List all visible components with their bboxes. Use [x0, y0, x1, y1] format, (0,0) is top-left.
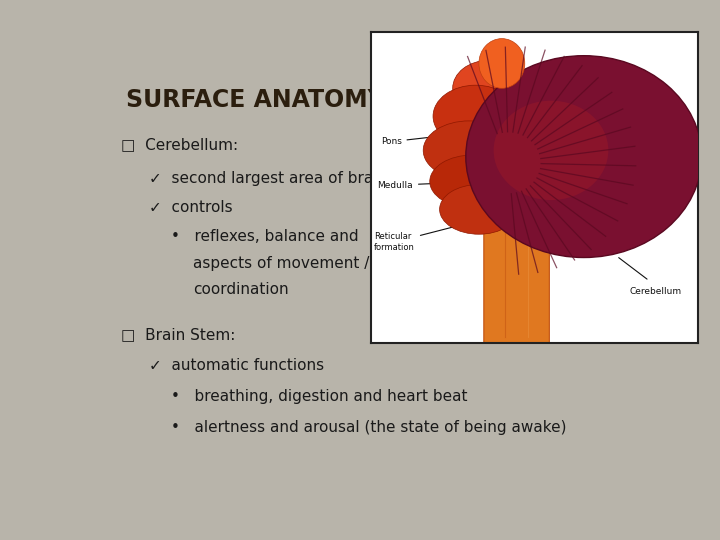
Text: Cerebellum: Cerebellum — [630, 287, 682, 296]
Ellipse shape — [453, 60, 525, 116]
Text: ✓  controls: ✓ controls — [148, 200, 233, 215]
Ellipse shape — [466, 56, 702, 258]
Ellipse shape — [479, 39, 525, 89]
Ellipse shape — [440, 185, 518, 234]
Text: Medulla: Medulla — [377, 181, 482, 190]
Text: ✓  automatic functions: ✓ automatic functions — [148, 358, 324, 373]
Text: □  Cerebellum:: □ Cerebellum: — [121, 138, 238, 153]
Ellipse shape — [494, 100, 608, 200]
Ellipse shape — [430, 155, 515, 208]
FancyBboxPatch shape — [484, 121, 549, 354]
Text: •   reflexes, balance and: • reflexes, balance and — [171, 229, 359, 244]
Text: □  Brain Stem:: □ Brain Stem: — [121, 327, 235, 342]
Text: •   breathing, digestion and heart beat: • breathing, digestion and heart beat — [171, 389, 467, 404]
Ellipse shape — [423, 121, 515, 180]
Text: Pons: Pons — [381, 132, 476, 146]
Text: aspects of movement /: aspects of movement / — [193, 256, 369, 271]
Ellipse shape — [433, 85, 518, 147]
Text: coordination: coordination — [193, 282, 289, 297]
Text: ✓  second largest area of brain: ✓ second largest area of brain — [148, 171, 387, 186]
Text: SURFACE ANATOMY:: SURFACE ANATOMY: — [126, 87, 392, 112]
Text: Reticular
formation: Reticular formation — [374, 219, 483, 252]
Text: •   alertness and arousal (the state of being awake): • alertness and arousal (the state of be… — [171, 420, 567, 435]
